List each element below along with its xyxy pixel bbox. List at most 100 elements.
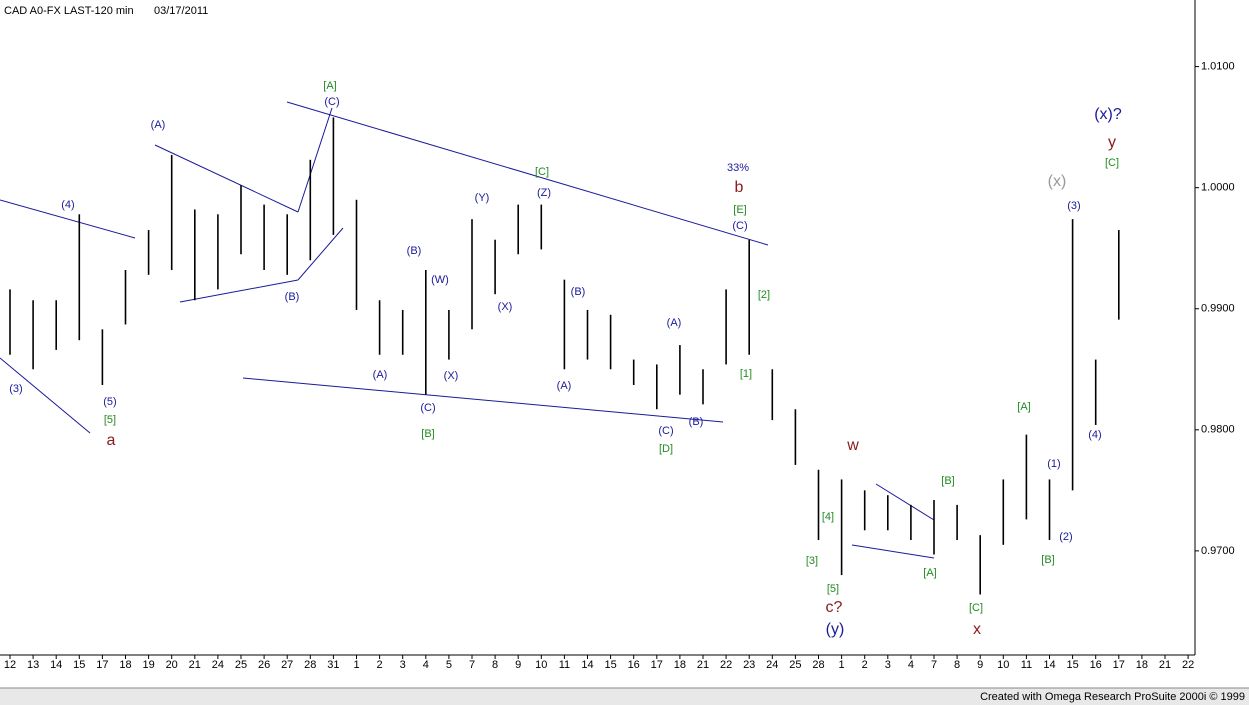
trend-line	[154, 144, 299, 213]
x-tick-label: 15	[604, 659, 616, 671]
trend-lines	[0, 101, 935, 559]
wave-label: [4]	[822, 511, 834, 523]
x-tick-label: 11	[1021, 659, 1032, 671]
y-tick-label: 1.0100	[1201, 60, 1235, 72]
wave-label: (X)	[498, 301, 513, 313]
x-tick-label: 1	[353, 659, 359, 671]
wave-label: (B)	[407, 245, 422, 257]
wave-label: [B]	[941, 475, 954, 487]
wave-label: 33%	[727, 162, 749, 174]
x-tick-label: 18	[1136, 659, 1148, 671]
wave-label: [1]	[740, 368, 752, 380]
y-tick-label: 0.9800	[1201, 424, 1235, 436]
wave-label: (X)	[444, 370, 459, 382]
x-tick-label: 2	[377, 659, 383, 671]
x-tick-label: 17	[1113, 659, 1125, 671]
trend-line	[0, 357, 91, 434]
wave-label: (y)	[826, 621, 845, 638]
wave-label: (x)?	[1094, 106, 1122, 123]
x-tick-label: 10	[535, 659, 547, 671]
wave-label: (Y)	[475, 192, 490, 204]
x-tick-label: 14	[50, 659, 62, 671]
wave-label: [C]	[1105, 157, 1119, 169]
x-tick-label: 18	[674, 659, 686, 671]
trend-line	[297, 107, 333, 213]
trend-line	[179, 279, 299, 303]
wave-label: [E]	[733, 204, 746, 216]
chart-date: 03/17/2011	[154, 5, 208, 17]
x-tick-label: 4	[908, 659, 914, 671]
wave-label: (B)	[689, 416, 704, 428]
x-tick-label: 21	[697, 659, 709, 671]
x-tick-label: 26	[258, 659, 270, 671]
y-tick-label: 1.0000	[1201, 182, 1235, 194]
x-tick-label: 4	[423, 659, 429, 671]
wave-label: a	[107, 432, 116, 449]
x-tick-label: 14	[1043, 659, 1055, 671]
footer-bar	[0, 688, 1249, 705]
trend-line	[297, 227, 344, 281]
chart-title: CAD A0-FX LAST-120 min	[4, 5, 134, 17]
x-tick-label: 9	[977, 659, 983, 671]
wave-label: [C]	[535, 166, 549, 178]
footer-credit: Created with Omega Research ProSuite 200…	[980, 691, 1245, 703]
wave-label: (B)	[285, 291, 300, 303]
wave-label: [A]	[323, 80, 336, 92]
x-tick-label: 20	[166, 659, 178, 671]
wave-label: (C)	[732, 220, 747, 232]
wave-label: (A)	[667, 317, 682, 329]
x-tick-label: 10	[997, 659, 1009, 671]
wave-label: (A)	[151, 119, 166, 131]
x-tick-label: 18	[119, 659, 131, 671]
wave-label: [3]	[806, 555, 818, 567]
trend-line	[286, 101, 769, 246]
wave-label: (C)	[420, 402, 435, 414]
x-tick-label: 8	[492, 659, 498, 671]
wave-label: (A)	[557, 380, 572, 392]
wave-label: b	[735, 179, 744, 196]
wave-label: (4)	[1088, 429, 1101, 441]
wave-label: (W)	[431, 274, 449, 286]
wave-label: (x)	[1048, 173, 1067, 190]
wave-label: (2)	[1059, 531, 1072, 543]
x-tick-label: 28	[304, 659, 316, 671]
wave-label: [B]	[421, 428, 434, 440]
x-tick-label: 12	[4, 659, 16, 671]
x-tick-label: 11	[559, 659, 570, 671]
x-tick-label: 24	[766, 659, 778, 671]
wave-label: [5]	[104, 414, 116, 426]
x-tick-label: 21	[189, 659, 201, 671]
trend-line	[0, 199, 136, 239]
trend-line	[875, 483, 935, 521]
x-tick-label: 19	[142, 659, 154, 671]
x-tick-label: 8	[954, 659, 960, 671]
trend-line	[242, 377, 724, 423]
x-tick-label: 25	[235, 659, 247, 671]
x-tick-label: 13	[27, 659, 39, 671]
wave-label: (Z)	[537, 187, 551, 199]
wave-label: (3)	[1067, 200, 1080, 212]
wave-label: y	[1108, 134, 1116, 151]
wave-label: (C)	[324, 96, 339, 108]
x-tick-label: 25	[789, 659, 801, 671]
y-tick-label: 0.9700	[1201, 545, 1235, 557]
x-tick-label: 31	[327, 659, 339, 671]
x-tick-label: 27	[281, 659, 293, 671]
x-tick-label: 17	[651, 659, 663, 671]
x-tick-label: 16	[1090, 659, 1102, 671]
wave-label: (3)	[9, 383, 22, 395]
wave-label: [A]	[1017, 401, 1030, 413]
wave-label: c?	[826, 599, 843, 616]
x-tick-label: 22	[1182, 659, 1194, 671]
x-tick-label: 15	[1066, 659, 1078, 671]
x-tick-label: 7	[469, 659, 475, 671]
x-tick-label: 22	[720, 659, 732, 671]
wave-label: (C)	[658, 425, 673, 437]
wave-label: [D]	[659, 443, 673, 455]
wave-label: w	[846, 437, 859, 454]
x-tick-label: 17	[96, 659, 108, 671]
wave-label: [B]	[1041, 554, 1054, 566]
x-tick-label: 3	[885, 659, 891, 671]
wave-label: (4)	[61, 199, 74, 211]
